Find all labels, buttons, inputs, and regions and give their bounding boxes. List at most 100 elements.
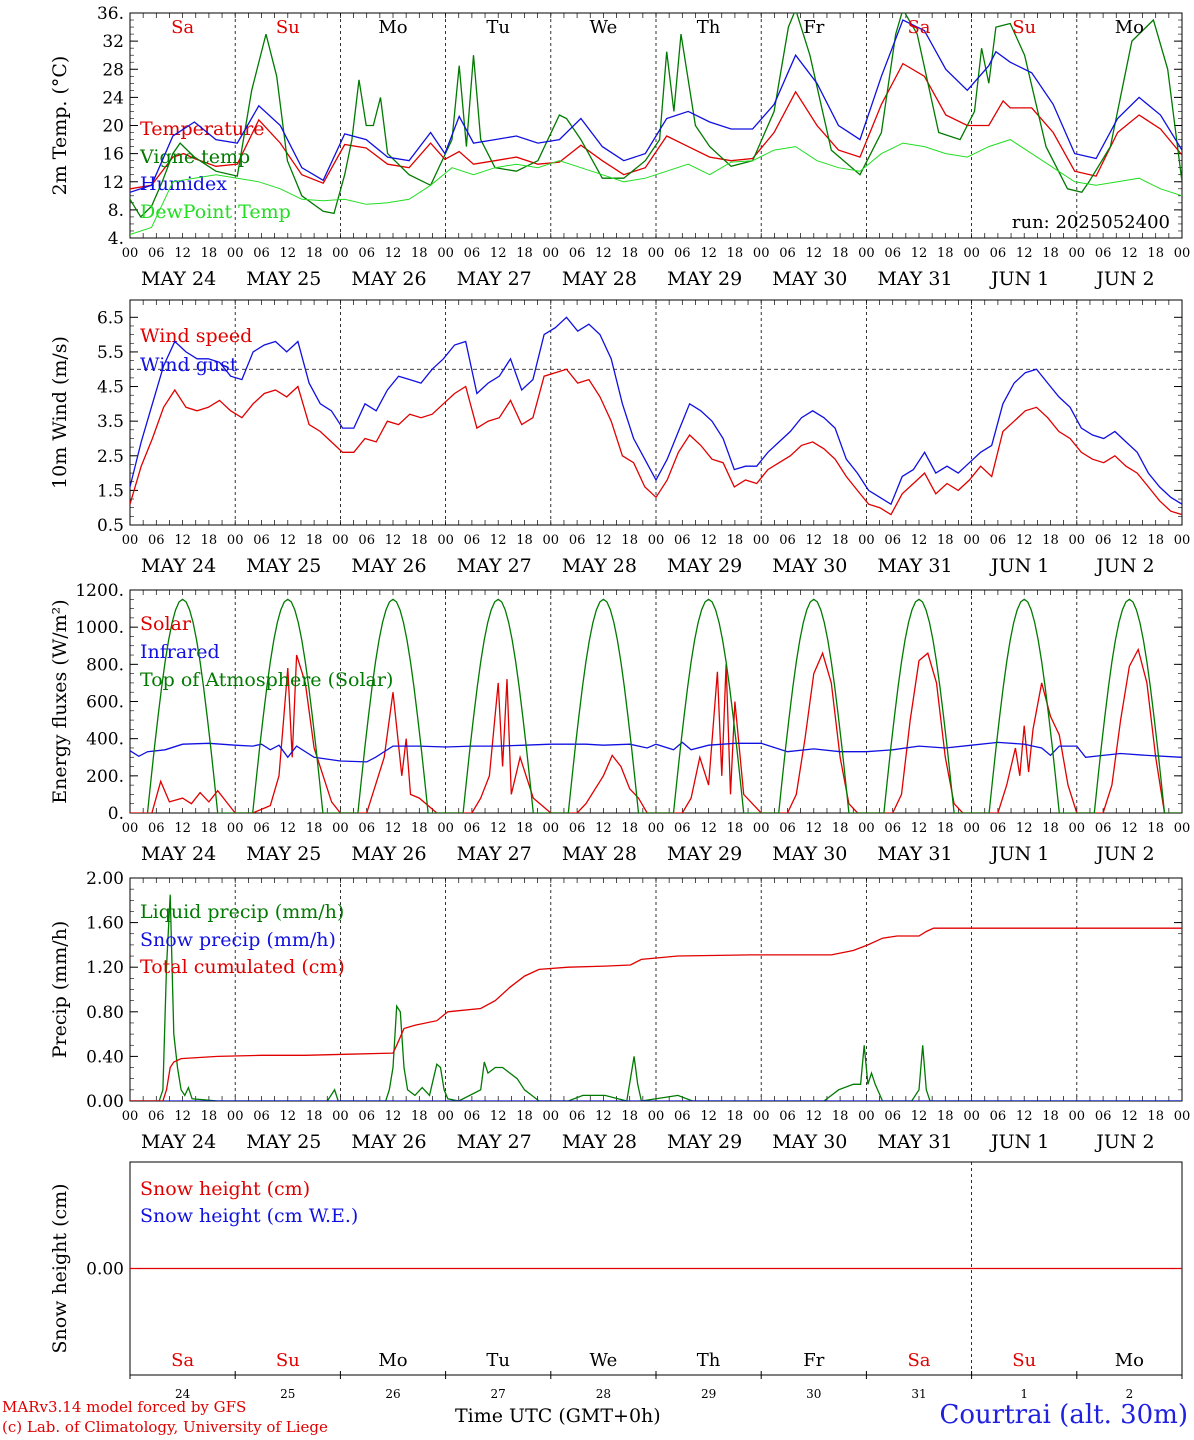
y-tick-label: 12 [102,173,124,193]
hour-tick-label: 12 [280,1109,297,1124]
date-label: JUN 1 [989,268,1049,290]
hour-tick-label: 06 [358,1109,375,1124]
hour-tick-label: 06 [148,1109,165,1124]
hour-tick-label: 12 [595,1109,612,1124]
y-tick-label: 32 [102,32,124,52]
hour-tick-label: 06 [779,1109,796,1124]
hour-tick-label: 06 [358,821,375,836]
hour-tick-label: 00 [332,246,349,261]
legend-wind-speed: Wind speed [140,325,252,347]
hour-tick-label: 12 [490,1109,507,1124]
date-label: MAY 27 [457,1131,532,1153]
hour-tick-label: 18 [306,533,323,548]
y-tick-label: 28 [102,60,124,80]
legend-top-of-atmosphere-solar-: Top of Atmosphere (Solar) [140,669,393,691]
legend-liquid-precip-mm-h-: Liquid precip (mm/h) [140,901,344,923]
hour-tick-label: 12 [1121,821,1138,836]
date-label: MAY 30 [772,1131,847,1153]
date-label: MAY 28 [562,843,637,865]
hour-tick-label: 18 [201,533,218,548]
weekday-label: Sa [171,17,194,38]
hour-tick-label: 00 [858,821,875,836]
hour-tick-label: 00 [858,533,875,548]
hour-tick-label: 06 [358,246,375,261]
hour-tick-label: 06 [674,1109,691,1124]
hour-tick-label: 00 [227,1109,244,1124]
hour-tick-label: 18 [937,1109,954,1124]
hour-tick-label: 12 [1016,821,1033,836]
date-label: MAY 25 [246,268,321,290]
hour-tick-label: 12 [806,1109,823,1124]
legend-snow-precip-mm-h-: Snow precip (mm/h) [140,929,336,951]
weekday-label: We [590,17,618,38]
hour-tick-label: 06 [569,821,586,836]
hour-tick-label: 12 [385,533,402,548]
hour-tick-label: 18 [201,821,218,836]
hour-tick-label: 18 [937,246,954,261]
date-label: JUN 2 [1094,555,1154,577]
date-label: JUN 2 [1094,1131,1154,1153]
weekday-label: Mo [378,17,407,38]
hour-tick-label: 12 [1016,246,1033,261]
hour-tick-label: 06 [253,246,270,261]
hour-tick-label: 00 [963,246,980,261]
date-label: MAY 24 [141,1131,216,1153]
hour-tick-label: 00 [963,821,980,836]
y-axis-label: Snow height (cm) [49,1183,71,1353]
weekday-label: Th [697,1350,721,1371]
hour-tick-label: 18 [306,246,323,261]
hour-tick-label: 18 [411,1109,428,1124]
y-tick-label: 24 [102,88,124,108]
hour-tick-label: 12 [1121,533,1138,548]
y-tick-label: 0. [108,804,124,824]
hour-tick-label: 00 [1174,246,1191,261]
hour-tick-label: 06 [464,821,481,836]
credit-model: MARv3.14 model forced by GFS [2,1398,247,1416]
hour-tick-label: 00 [543,533,560,548]
hour-tick-label: 00 [1069,821,1086,836]
hour-tick-label: 12 [174,246,191,261]
hour-tick-label: 06 [884,821,901,836]
hour-tick-label: 00 [753,246,770,261]
hour-tick-label: 06 [148,821,165,836]
weekday-label: Mo [1115,17,1144,38]
hour-tick-label: 06 [1095,1109,1112,1124]
date-label: MAY 31 [877,1131,952,1153]
hour-tick-label: 00 [543,821,560,836]
hour-tick-label: 06 [569,246,586,261]
y-tick-label: 600. [86,693,124,713]
hour-tick-label: 06 [779,533,796,548]
hour-tick-label: 06 [1095,246,1112,261]
y-tick-label: 1000. [75,618,124,638]
date-label: MAY 31 [877,843,952,865]
hour-tick-label: 18 [727,533,744,548]
hour-tick-label: 18 [516,246,533,261]
y-tick-label: 1.20 [86,958,124,978]
date-label: MAY 26 [351,843,426,865]
hour-tick-label: 18 [516,533,533,548]
legend-dewpoint-temp: DewPoint Temp [140,201,291,223]
hour-tick-label: 06 [569,533,586,548]
hour-tick-label: 12 [490,533,507,548]
hour-tick-label: 00 [437,533,454,548]
date-label: JUN 1 [989,843,1049,865]
hour-tick-label: 12 [700,1109,717,1124]
hour-tick-label: 12 [911,533,928,548]
hour-tick-label: 18 [832,1109,849,1124]
date-label: MAY 25 [246,1131,321,1153]
legend-vigne-temp: Vigne temp [139,146,250,168]
weekday-label: Fr [803,17,824,38]
x-axis-title: Time UTC (GMT+0h) [455,1405,661,1427]
panel-wind: 0.5 1.5 2.5 3.5 4.5 5.5 6.5 10m Wind (m/s) Wind … [49,299,1190,577]
date-label: MAY 27 [457,268,532,290]
day-number-label: 27 [491,1387,506,1400]
weekday-label: Su [276,1350,300,1371]
hour-tick-label: 00 [753,821,770,836]
hour-tick-label: 06 [884,1109,901,1124]
hour-tick-label: 12 [1121,1109,1138,1124]
weekday-label: Su [1012,17,1036,38]
hour-tick-label: 00 [648,246,665,261]
y-tick-label: 8. [108,201,124,221]
date-label: MAY 31 [877,268,952,290]
y-axis-label: Energy fluxes (W/m²) [49,599,71,803]
